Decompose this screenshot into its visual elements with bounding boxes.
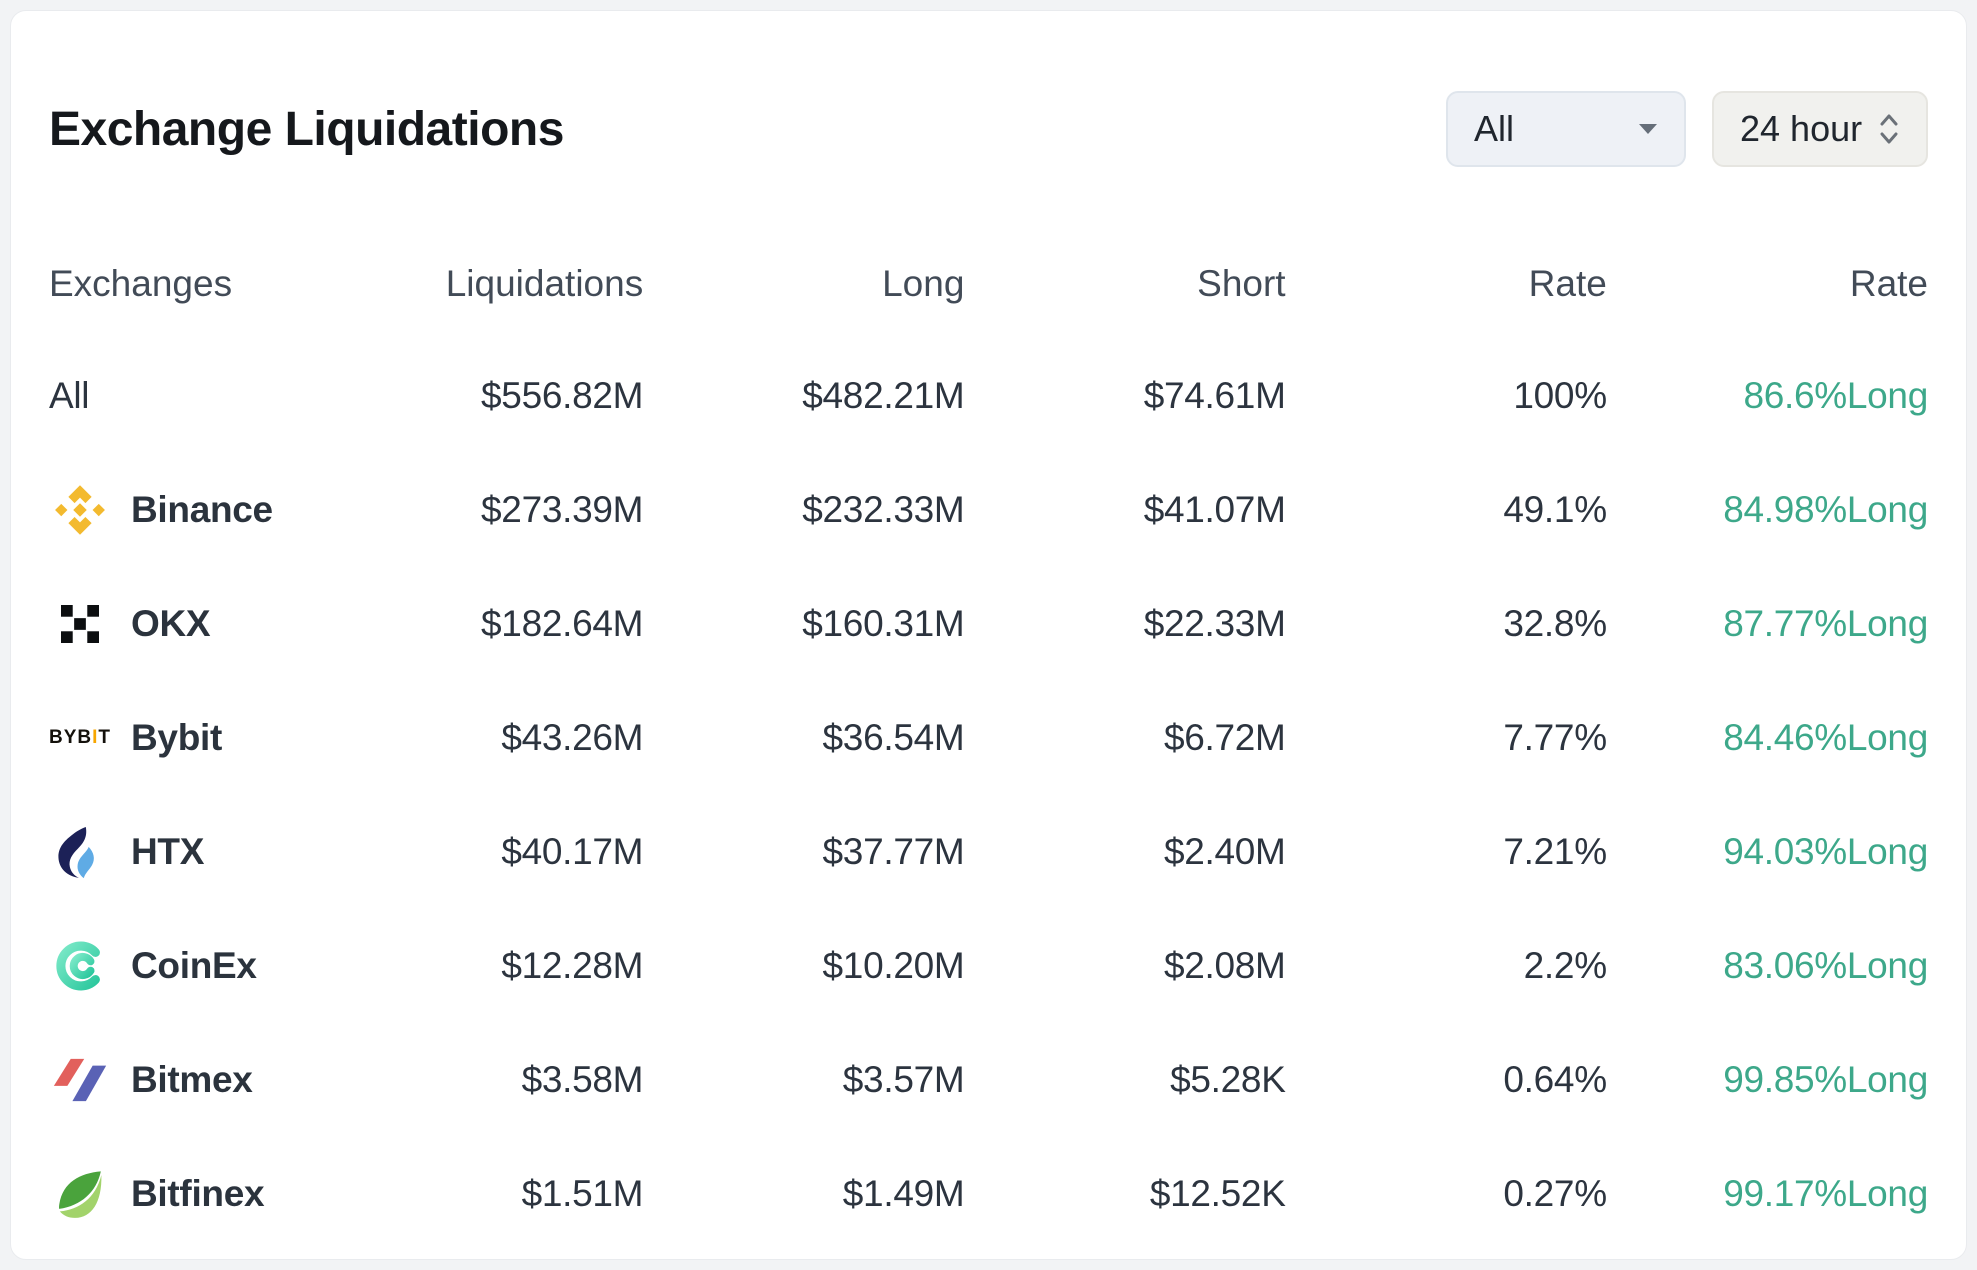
rate-value: 32.8%: [1503, 603, 1607, 644]
column-header-liquidations[interactable]: Liquidations: [445, 263, 644, 304]
htx-icon: [49, 821, 111, 883]
table-row[interactable]: HTX $40.17M $37.77M $2.40M 7.21% 94.03%L…: [49, 795, 1928, 909]
table-body: All $556.82M $482.21M $74.61M 100% 86.6%…: [49, 339, 1928, 1251]
long-value: $482.21M: [802, 375, 965, 416]
table-row[interactable]: Bitfinex $1.51M $1.49M $12.52K 0.27% 99.…: [49, 1137, 1928, 1251]
rate-value: 100%: [1513, 375, 1607, 416]
exchange-name: HTX: [131, 831, 205, 872]
exchange-name: Bitfinex: [131, 1173, 265, 1214]
exchange-name: CoinEx: [131, 945, 257, 986]
table-row[interactable]: OKX $182.64M $160.31M $22.33M 32.8% 87.7…: [49, 567, 1928, 681]
long-rate-value: 87.77%Long: [1723, 603, 1928, 644]
bitfinex-icon: [49, 1163, 111, 1225]
liquidations-value: $12.28M: [501, 945, 644, 986]
exchange-cell: BYBIT Bybit: [49, 707, 322, 769]
table-header-row: Exchanges Liquidations Long Short Rate R…: [49, 229, 1928, 339]
table-row[interactable]: BYBIT Bybit $43.26M $36.54M $6.72M 7.77%…: [49, 681, 1928, 795]
short-value: $6.72M: [1163, 717, 1286, 758]
exchange-name: Bitmex: [131, 1059, 253, 1100]
long-rate-value: 94.03%Long: [1723, 831, 1928, 872]
exchange-cell: All: [49, 375, 322, 417]
table-row[interactable]: Binance $273.39M $232.33M $41.07M 49.1% …: [49, 453, 1928, 567]
long-value: $3.57M: [842, 1059, 965, 1100]
long-rate-value: 99.85%Long: [1723, 1059, 1928, 1100]
card-header: Exchange Liquidations All 24 hour: [49, 91, 1928, 167]
column-header-exchanges[interactable]: Exchanges: [49, 263, 233, 304]
period-filter-value: 24 hour: [1740, 108, 1863, 149]
exchange-name: All: [49, 375, 90, 416]
exchange-cell: HTX: [49, 821, 322, 883]
rate-value: 0.27%: [1503, 1173, 1607, 1214]
bybit-icon: BYBIT: [49, 727, 112, 748]
exchange-name: Binance: [131, 489, 273, 530]
long-value: $1.49M: [842, 1173, 965, 1214]
short-value: $2.08M: [1163, 945, 1286, 986]
bitmex-icon: [49, 1049, 111, 1111]
period-filter-dropdown[interactable]: 24 hour: [1712, 91, 1928, 167]
liquidations-table: Exchanges Liquidations Long Short Rate R…: [49, 229, 1928, 1251]
long-value: $232.33M: [802, 489, 965, 530]
page-title: Exchange Liquidations: [49, 102, 564, 156]
short-value: $74.61M: [1143, 375, 1286, 416]
column-header-long-rate[interactable]: Rate: [1849, 263, 1928, 304]
binance-icon: [49, 479, 111, 541]
long-rate-value: 86.6%Long: [1743, 375, 1928, 416]
long-rate-value: 99.17%Long: [1723, 1173, 1928, 1214]
exchange-cell: OKX: [49, 593, 322, 655]
exchange-filter-dropdown[interactable]: All: [1446, 91, 1686, 167]
short-value: $22.33M: [1143, 603, 1286, 644]
liquidations-value: $43.26M: [501, 717, 644, 758]
exchange-cell: Bitmex: [49, 1049, 322, 1111]
liquidations-value: $556.82M: [481, 375, 644, 416]
okx-icon: [49, 593, 111, 655]
rate-value: 7.77%: [1503, 717, 1607, 758]
column-header-short[interactable]: Short: [1197, 263, 1286, 304]
exchange-filter-value: All: [1474, 108, 1515, 149]
table-row[interactable]: Bitmex $3.58M $3.57M $5.28K 0.64% 99.85%…: [49, 1023, 1928, 1137]
liquidations-value: $1.51M: [521, 1173, 644, 1214]
rate-value: 7.21%: [1503, 831, 1607, 872]
rate-value: 49.1%: [1503, 489, 1607, 530]
long-rate-value: 84.46%Long: [1723, 717, 1928, 758]
long-value: $10.20M: [822, 945, 965, 986]
exchange-name: OKX: [131, 603, 211, 644]
table-row[interactable]: All $556.82M $482.21M $74.61M 100% 86.6%…: [49, 339, 1928, 453]
exchange-name: Bybit: [131, 717, 223, 758]
coinex-icon: [49, 935, 111, 997]
short-value: $5.28K: [1170, 1059, 1286, 1100]
exchange-cell: Binance: [49, 479, 322, 541]
liquidations-value: $3.58M: [521, 1059, 644, 1100]
exchange-cell: CoinEx: [49, 935, 322, 997]
liquidations-value: $273.39M: [481, 489, 644, 530]
short-value: $2.40M: [1163, 831, 1286, 872]
table-row[interactable]: CoinEx $12.28M $10.20M $2.08M 2.2% 83.06…: [49, 909, 1928, 1023]
chevron-up-down-icon: [1878, 111, 1900, 147]
column-header-rate[interactable]: Rate: [1528, 263, 1607, 304]
rate-value: 2.2%: [1523, 945, 1607, 986]
long-value: $160.31M: [802, 603, 965, 644]
short-value: $41.07M: [1143, 489, 1286, 530]
column-header-long[interactable]: Long: [882, 263, 965, 304]
liquidations-value: $182.64M: [481, 603, 644, 644]
liquidations-value: $40.17M: [501, 831, 644, 872]
exchange-liquidations-card: Exchange Liquidations All 24 hour Exchan…: [10, 10, 1967, 1260]
short-value: $12.52K: [1149, 1173, 1286, 1214]
chevron-down-icon: [1638, 123, 1658, 135]
long-value: $36.54M: [822, 717, 965, 758]
long-rate-value: 84.98%Long: [1723, 489, 1928, 530]
exchange-cell: Bitfinex: [49, 1163, 322, 1225]
long-rate-value: 83.06%Long: [1723, 945, 1928, 986]
filters: All 24 hour: [1446, 91, 1928, 167]
rate-value: 0.64%: [1503, 1059, 1607, 1100]
long-value: $37.77M: [822, 831, 965, 872]
